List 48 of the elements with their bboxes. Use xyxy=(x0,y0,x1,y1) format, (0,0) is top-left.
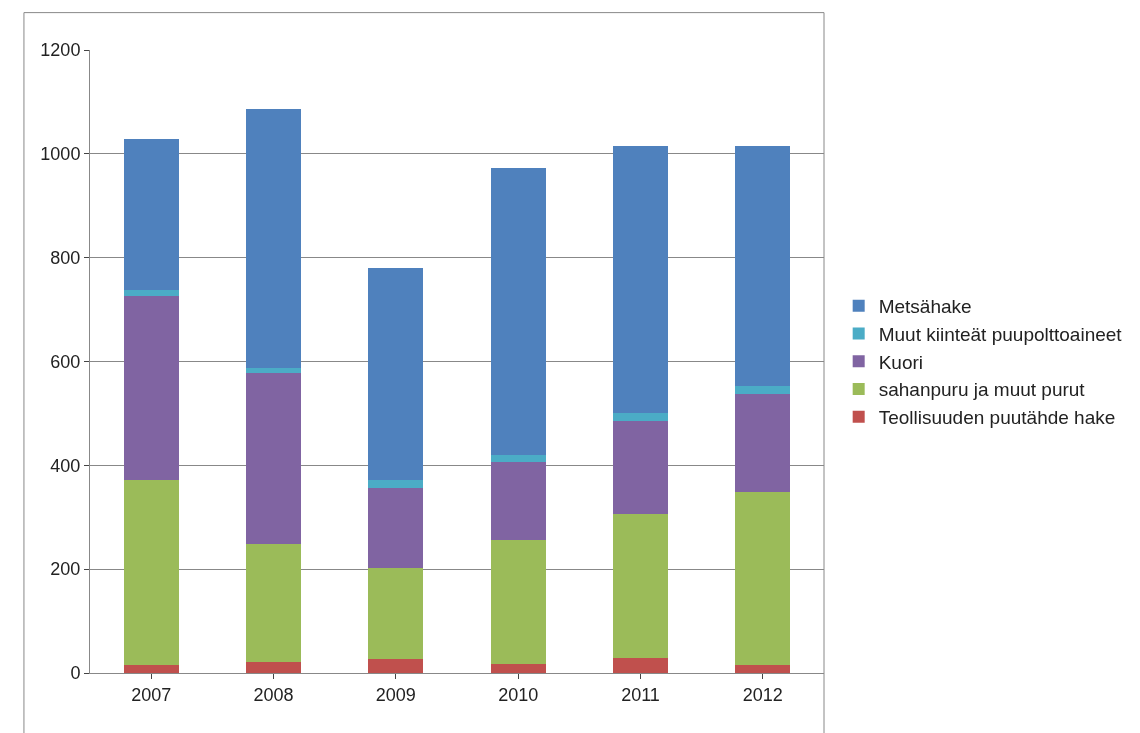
bar xyxy=(123,664,179,673)
x-tick-label: 2010 xyxy=(498,684,539,705)
bar xyxy=(123,295,179,481)
bar xyxy=(490,167,546,455)
bar xyxy=(612,145,669,414)
y-tick-label: 200 xyxy=(50,559,81,580)
legend-label: Kuori xyxy=(878,351,924,373)
x-tick-label: 2012 xyxy=(742,684,783,705)
bar xyxy=(612,657,669,673)
y-tick-label: 1000 xyxy=(40,144,81,165)
bar xyxy=(735,492,791,665)
bar xyxy=(245,109,302,368)
bar xyxy=(490,663,546,673)
bar xyxy=(123,138,179,290)
bar xyxy=(368,480,424,488)
bar xyxy=(735,385,791,395)
legend-label: sahanpuru ja muut purut xyxy=(878,379,1086,401)
bar xyxy=(245,544,302,662)
bar xyxy=(123,480,179,665)
y-tick-label: 400 xyxy=(50,455,81,476)
bar xyxy=(368,567,424,659)
bar xyxy=(245,661,302,673)
bar xyxy=(490,540,546,664)
bar xyxy=(735,664,791,673)
bar xyxy=(368,487,424,568)
bar xyxy=(612,513,669,658)
x-tick-label: 2011 xyxy=(621,684,660,705)
legend-label: Teollisuuden puutähde hake xyxy=(878,407,1116,429)
bar xyxy=(490,454,546,463)
bar xyxy=(245,372,302,545)
x-tick-label: 2009 xyxy=(375,684,416,705)
bar xyxy=(612,413,669,421)
bar xyxy=(368,658,424,673)
bar xyxy=(612,420,669,514)
bar xyxy=(735,394,791,493)
bar xyxy=(123,289,179,296)
bar xyxy=(368,267,424,481)
y-tick-label: 800 xyxy=(50,247,81,268)
bar xyxy=(490,462,546,541)
x-tick-label: 2007 xyxy=(131,684,172,705)
legend-label: Metsähake xyxy=(878,296,972,318)
y-tick-label: 600 xyxy=(50,351,81,372)
y-tick-label: 0 xyxy=(70,663,81,684)
legend-label: Muut kiinteät puupolttoaineet xyxy=(878,323,1123,345)
y-tick-label: 1200 xyxy=(40,40,81,61)
bar xyxy=(735,145,791,386)
bar xyxy=(245,367,302,373)
x-tick-label: 2008 xyxy=(253,684,294,705)
